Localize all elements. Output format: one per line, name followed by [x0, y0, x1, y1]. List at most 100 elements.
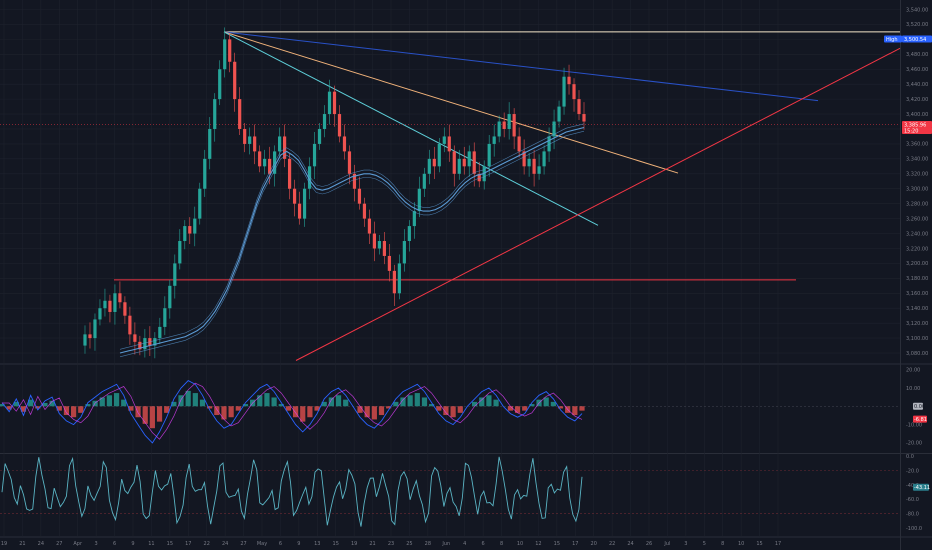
candle[interactable]	[507, 114, 511, 129]
candle[interactable]	[342, 136, 347, 152]
candle[interactable]	[178, 241, 182, 264]
candle[interactable]	[527, 158, 531, 167]
candle[interactable]	[193, 218, 197, 234]
candle[interactable]	[203, 158, 207, 189]
candle[interactable]	[138, 341, 142, 350]
candle[interactable]	[382, 241, 386, 256]
candle[interactable]	[213, 99, 217, 129]
candle[interactable]	[477, 173, 481, 182]
candle[interactable]	[422, 173, 426, 189]
candle[interactable]	[103, 300, 107, 309]
candle[interactable]	[292, 188, 297, 204]
candle[interactable]	[98, 308, 102, 320]
candle[interactable]	[532, 158, 536, 174]
candle[interactable]	[407, 226, 411, 242]
candle[interactable]	[173, 263, 177, 286]
candle[interactable]	[457, 158, 461, 174]
candle[interactable]	[238, 99, 242, 129]
candle[interactable]	[542, 151, 546, 167]
candle[interactable]	[163, 308, 167, 327]
candle[interactable]	[462, 158, 466, 167]
candle[interactable]	[427, 158, 431, 174]
candle[interactable]	[123, 302, 127, 316]
candle[interactable]	[317, 128, 322, 144]
candle[interactable]	[437, 143, 441, 167]
candle[interactable]	[228, 39, 232, 62]
blue-trendline[interactable]	[223, 31, 819, 102]
candle[interactable]	[347, 151, 352, 174]
candle[interactable]	[268, 158, 272, 174]
candle[interactable]	[243, 128, 247, 144]
candle[interactable]	[547, 136, 551, 152]
support-ascending-line[interactable]	[295, 47, 901, 361]
candle[interactable]	[467, 151, 471, 167]
candle[interactable]	[158, 326, 162, 339]
cyan-trendline[interactable]	[223, 31, 599, 226]
candle[interactable]	[118, 293, 122, 303]
candle[interactable]	[472, 151, 476, 174]
candle[interactable]	[557, 106, 561, 122]
candle[interactable]	[282, 136, 287, 159]
candle[interactable]	[487, 143, 491, 167]
candle[interactable]	[357, 188, 362, 204]
candle[interactable]	[113, 293, 117, 312]
candle[interactable]	[497, 121, 501, 137]
candle[interactable]	[143, 338, 147, 350]
candle[interactable]	[582, 114, 586, 122]
candle[interactable]	[93, 319, 97, 339]
candle[interactable]	[567, 76, 571, 85]
candle[interactable]	[387, 255, 391, 271]
candle[interactable]	[278, 136, 282, 152]
candle[interactable]	[362, 203, 367, 219]
candle[interactable]	[492, 136, 496, 144]
candle[interactable]	[88, 334, 92, 339]
candle[interactable]	[263, 158, 267, 167]
candle[interactable]	[322, 114, 327, 129]
candle[interactable]	[502, 121, 506, 129]
candle[interactable]	[452, 151, 456, 174]
price-pane[interactable]	[0, 27, 901, 361]
candle[interactable]	[377, 241, 382, 249]
candle[interactable]	[572, 84, 576, 100]
candle[interactable]	[218, 69, 222, 100]
candle[interactable]	[522, 151, 526, 167]
candle[interactable]	[108, 300, 112, 312]
candle[interactable]	[397, 263, 401, 294]
candle[interactable]	[367, 218, 372, 234]
candle[interactable]	[577, 99, 581, 115]
candle[interactable]	[327, 91, 332, 115]
candle[interactable]	[253, 136, 257, 152]
candle[interactable]	[302, 188, 307, 219]
candle[interactable]	[417, 188, 421, 212]
candle[interactable]	[297, 203, 302, 219]
candle[interactable]	[312, 143, 317, 167]
candle[interactable]	[208, 128, 212, 159]
candle[interactable]	[83, 334, 87, 346]
candle[interactable]	[153, 338, 157, 346]
candle[interactable]	[258, 151, 262, 167]
candle[interactable]	[412, 211, 416, 227]
candle[interactable]	[337, 114, 342, 137]
candle[interactable]	[537, 166, 541, 174]
candle[interactable]	[287, 158, 292, 189]
candle[interactable]	[168, 285, 172, 309]
candle[interactable]	[198, 188, 202, 219]
candle[interactable]	[372, 233, 377, 249]
candle[interactable]	[128, 315, 132, 335]
candle[interactable]	[447, 136, 451, 152]
candle[interactable]	[517, 136, 521, 152]
candle[interactable]	[512, 114, 516, 137]
candle[interactable]	[392, 270, 396, 294]
candle[interactable]	[482, 166, 486, 182]
candle[interactable]	[352, 173, 357, 189]
candle[interactable]	[223, 39, 227, 70]
orange-trendline[interactable]	[223, 31, 679, 174]
candle[interactable]	[248, 136, 252, 144]
candle[interactable]	[233, 61, 237, 100]
candle[interactable]	[432, 158, 436, 167]
candle[interactable]	[307, 166, 312, 189]
candle[interactable]	[133, 334, 137, 342]
candle[interactable]	[188, 226, 192, 234]
